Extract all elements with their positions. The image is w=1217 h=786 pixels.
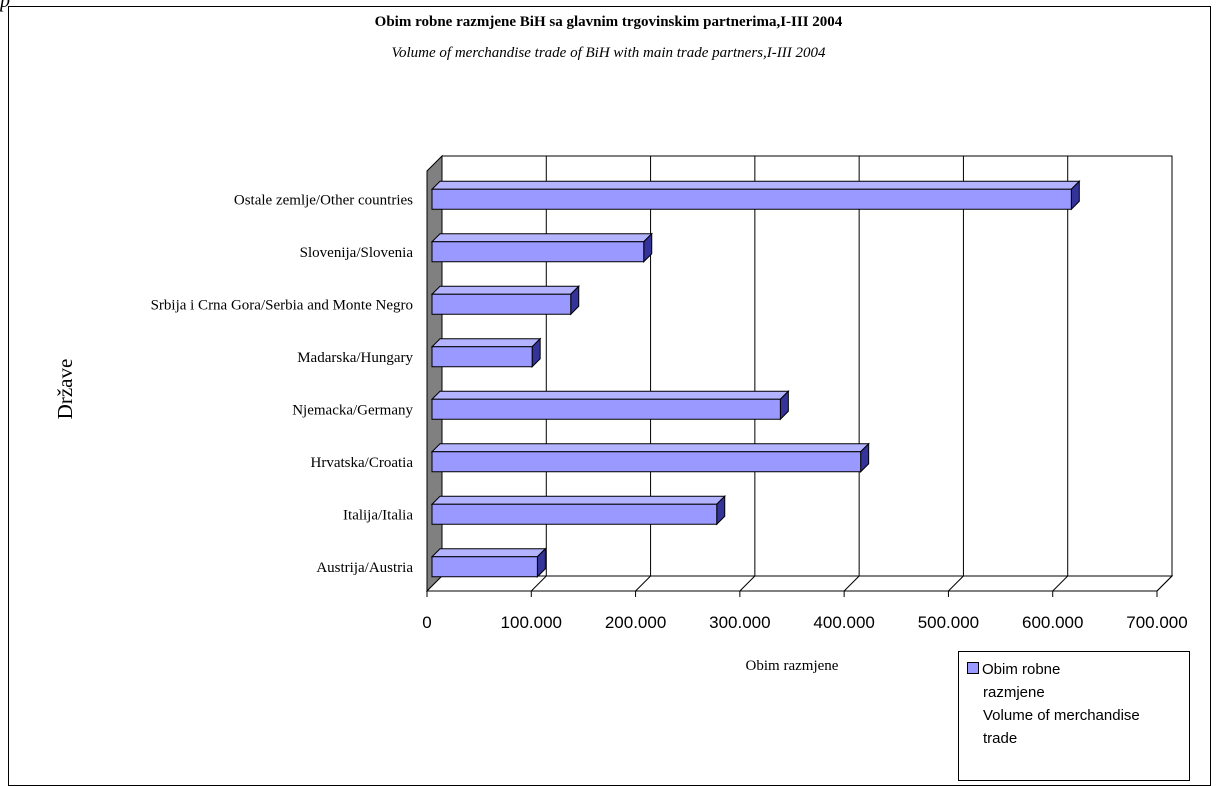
category-label: Madarska/Hungary bbox=[297, 350, 413, 366]
x-tick-label: 100.000 bbox=[501, 613, 562, 632]
x-tick-label: 700.000 bbox=[1126, 613, 1187, 632]
bar bbox=[431, 346, 533, 368]
gridline-floor bbox=[843, 575, 860, 592]
gridline-floor bbox=[530, 575, 547, 592]
category-label: Italija/Italia bbox=[343, 507, 413, 523]
legend-label-line3: Volume of merchandise bbox=[983, 707, 1140, 724]
bar bbox=[431, 398, 781, 420]
chart-side-wall bbox=[426, 154, 443, 593]
corner-text: p bbox=[0, 0, 10, 12]
bar bbox=[431, 503, 718, 525]
legend-label-line4: trade bbox=[983, 730, 1018, 747]
category-label: Austrija/Austria bbox=[316, 560, 413, 576]
bar-top bbox=[430, 443, 870, 453]
x-tick-label: 0 bbox=[422, 613, 431, 632]
x-tick-label: 300.000 bbox=[709, 613, 770, 632]
bar-top bbox=[430, 495, 726, 505]
x-tick-label: 400.000 bbox=[813, 613, 874, 632]
bar-top bbox=[430, 233, 653, 243]
y-axis-title: Države bbox=[53, 359, 77, 420]
gridline-floor bbox=[1052, 575, 1069, 592]
category-label: Slovenija/Slovenia bbox=[300, 245, 414, 261]
category-label: Njemacka/Germany bbox=[292, 402, 413, 418]
bar bbox=[431, 451, 862, 473]
category-label: Ostale zemlje/Other countries bbox=[234, 192, 413, 208]
gridline-floor bbox=[948, 575, 964, 592]
category-label: Hrvatska/Croatia bbox=[311, 455, 414, 471]
bar-top bbox=[430, 338, 542, 348]
x-tick-label: 600.000 bbox=[1022, 613, 1083, 632]
bar-top bbox=[430, 285, 580, 295]
legend-entry: Obim robne bbox=[967, 658, 1189, 681]
gridline-floor bbox=[739, 575, 756, 592]
chart-title: Obim robne razmjene BiH sa glavnim trgov… bbox=[374, 14, 843, 30]
x-tick-label: 200.000 bbox=[605, 613, 666, 632]
bar-top bbox=[430, 180, 1081, 190]
category-label: Srbija i Crna Gora/Serbia and Monte Negr… bbox=[151, 297, 413, 313]
bar-top bbox=[430, 390, 790, 400]
x-axis-title: Obim razmjene bbox=[746, 658, 839, 674]
bar bbox=[431, 293, 572, 315]
legend-label-line1: Obim robne bbox=[982, 661, 1061, 678]
x-tick-label: 500.000 bbox=[918, 613, 979, 632]
bar-top bbox=[430, 548, 547, 558]
legend-label-line2: razmjene bbox=[983, 684, 1045, 701]
bar bbox=[431, 556, 538, 578]
gridline-floor bbox=[1156, 575, 1173, 592]
legend-swatch bbox=[967, 662, 979, 675]
bar bbox=[431, 188, 1072, 210]
chart-legend: Obim robne razmjene Volume of merchandis… bbox=[958, 651, 1190, 781]
bar bbox=[431, 241, 645, 263]
chart-subtitle: Volume of merchandise trade of BiH with … bbox=[391, 45, 826, 61]
gridline-floor bbox=[635, 575, 651, 592]
